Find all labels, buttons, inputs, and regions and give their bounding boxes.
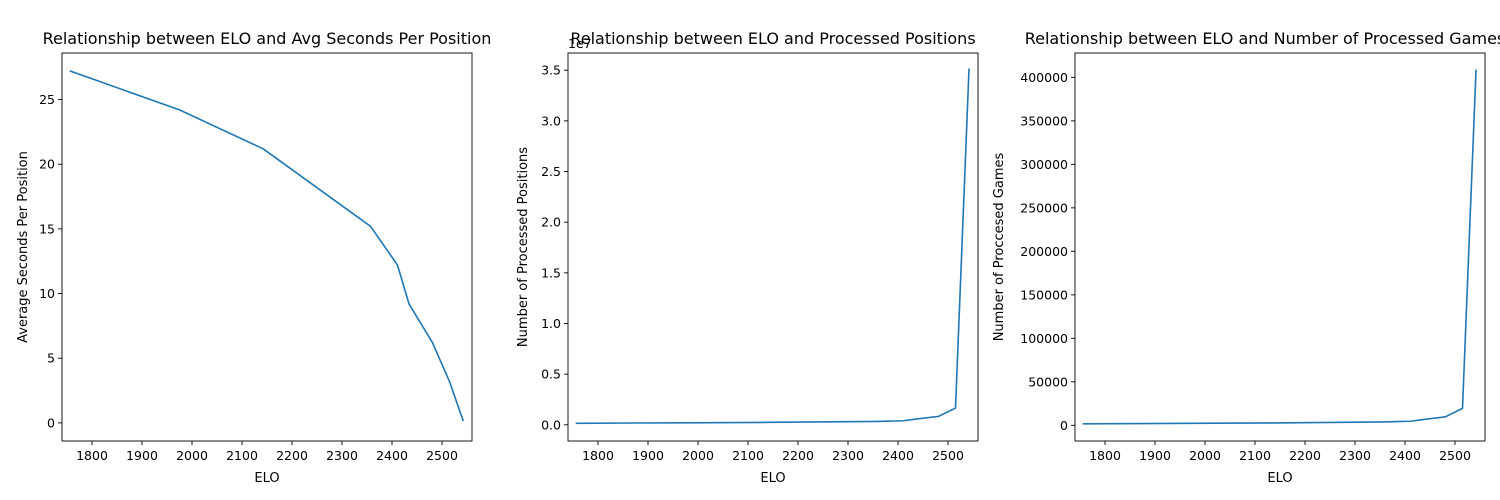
x-tick-label: 2200 — [276, 448, 308, 463]
y-tick-label: 150000 — [1020, 287, 1068, 302]
plot-frame — [61, 52, 473, 442]
y-tick-label: 0.0 — [541, 417, 561, 432]
y-tick-label: 0.5 — [541, 367, 561, 382]
y-tick-label: 25 — [39, 92, 55, 107]
y-axis-label: Number of Processed Positions — [516, 147, 531, 347]
x-axis-label: ELO — [254, 471, 279, 486]
x-tick-label: 1900 — [126, 448, 158, 463]
x-tick-label: 1800 — [1089, 448, 1121, 463]
x-tick-label: 2500 — [932, 448, 964, 463]
y-tick-label: 0 — [1060, 418, 1068, 433]
subplot-2: 1800 1900 2000 2100 2200 2300 2400 2500 0.0 0.5 1.… — [516, 29, 979, 486]
x-tick-label: 2300 — [1339, 448, 1371, 463]
y-tick-label: 5 — [47, 351, 55, 366]
subplot-3: 1800 1900 2000 2100 2200 2300 2400 2500 0 50000 10… — [992, 29, 1500, 486]
chart-title: Relationship between ELO and Number of P… — [1025, 29, 1500, 48]
x-tick-label: 2400 — [1389, 448, 1421, 463]
y-tick-label: 400000 — [1020, 70, 1068, 85]
y-tick-label: 15 — [39, 221, 55, 236]
x-tick-label: 2400 — [882, 448, 914, 463]
y-tick-label: 20 — [39, 157, 55, 172]
plot-frame — [1074, 52, 1486, 442]
x-axis-label: ELO — [760, 471, 785, 486]
plot-frame — [567, 52, 979, 442]
x-tick-label: 2200 — [1289, 448, 1321, 463]
series-line-1 — [1082, 69, 1477, 425]
x-axis-label: ELO — [1267, 471, 1292, 486]
y-offset-label: 1e7 — [568, 36, 592, 51]
x-tick-label: 2000 — [682, 448, 714, 463]
series-line-1 — [69, 70, 465, 422]
y-tick-label: 50000 — [1028, 374, 1068, 389]
x-tick-label: 1900 — [632, 448, 664, 463]
y-tick-label: 0 — [47, 415, 55, 430]
y-tick-label: 200000 — [1020, 244, 1068, 259]
y-tick-label: 350000 — [1020, 113, 1068, 128]
y-axis-label: Average Seconds Per Position — [16, 151, 31, 343]
x-tick-label: 2200 — [782, 448, 814, 463]
x-tick-label: 1900 — [1139, 448, 1171, 463]
x-tick-label: 2100 — [1239, 448, 1271, 463]
x-tick-label: 2500 — [426, 448, 458, 463]
chart-title: Relationship between ELO and Avg Seconds… — [43, 29, 492, 48]
x-tick-label: 2300 — [326, 448, 358, 463]
y-axis-label: Number of Proccesed Games — [992, 152, 1007, 341]
y-tick-label: 1.5 — [541, 265, 561, 280]
x-tick-label: 2100 — [732, 448, 764, 463]
x-tick-label: 1800 — [76, 448, 108, 463]
y-tick-label: 300000 — [1020, 157, 1068, 172]
x-tick-label: 2400 — [376, 448, 408, 463]
y-tick-label: 1.0 — [541, 316, 561, 331]
chart-title: Relationship between ELO and Processed P… — [570, 29, 975, 48]
y-tick-label: 3.0 — [541, 113, 561, 128]
x-tick-label: 2000 — [1189, 448, 1221, 463]
series-line-1 — [575, 68, 970, 425]
subplot-1: 1800 1900 2000 2100 2200 2300 2400 2500 0 5 10 15 20… — [16, 29, 491, 486]
y-tick-label: 10 — [39, 286, 55, 301]
y-tick-label: 3.5 — [541, 63, 561, 78]
x-tick-label: 2100 — [226, 448, 258, 463]
x-tick-label: 2300 — [832, 448, 864, 463]
x-tick-label: 2000 — [176, 448, 208, 463]
x-tick-label: 1800 — [582, 448, 614, 463]
y-tick-label: 2.0 — [541, 215, 561, 230]
y-tick-label: 250000 — [1020, 200, 1068, 215]
x-tick-label: 2500 — [1439, 448, 1471, 463]
y-tick-label: 2.5 — [541, 164, 561, 179]
y-tick-label: 100000 — [1020, 331, 1068, 346]
